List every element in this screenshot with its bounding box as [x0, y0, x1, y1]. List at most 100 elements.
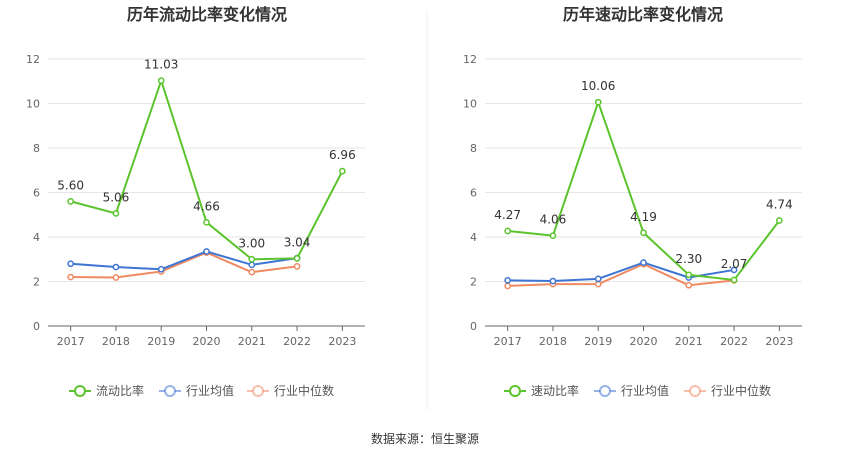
legend-label: 行业均值 — [621, 383, 669, 398]
data-point — [112, 274, 120, 281]
data-label: 4.74 — [766, 198, 793, 212]
data-point — [248, 255, 256, 263]
x-tick-label: 2018 — [102, 335, 130, 348]
y-tick-label: 12 — [463, 53, 477, 66]
y-tick-label: 8 — [33, 142, 40, 155]
data-point — [504, 277, 511, 284]
data-point — [685, 281, 693, 289]
data-point — [504, 282, 511, 290]
x-tick-label: 2017 — [57, 335, 85, 348]
legend-marker-icon — [599, 385, 611, 397]
data-point — [730, 266, 738, 274]
x-tick-label: 2023 — [328, 335, 356, 348]
x-tick-label: 2019 — [147, 335, 175, 348]
legend-item-2: 行业中位数 — [684, 383, 771, 398]
series-line-0 — [507, 101, 781, 281]
data-label: 5.06 — [103, 190, 130, 204]
data-point — [248, 261, 256, 269]
data-point — [594, 275, 602, 283]
data-label: 5.60 — [57, 178, 84, 192]
legend-marker-icon — [252, 385, 264, 397]
x-tick-label: 2017 — [494, 335, 522, 348]
data-point — [730, 276, 738, 284]
data-point — [157, 265, 165, 273]
data-source-note: 数据来源：恒生聚源 — [370, 432, 479, 446]
chart-title: 历年流动比率变化情况 — [127, 5, 287, 24]
data-point — [203, 218, 210, 226]
data-point — [776, 217, 783, 224]
data-label: 4.27 — [494, 208, 521, 222]
legend-marker-icon — [74, 385, 86, 397]
data-label: 2.30 — [675, 252, 702, 266]
data-point — [685, 271, 693, 279]
data-point — [67, 260, 74, 268]
data-label: 2.07 — [721, 257, 748, 271]
series-line-2 — [507, 263, 735, 287]
chart-panel-1: 历年流动比率变化情况 0 2 4 6 8 10 12 2017 2018 2019 2020 2021 2… — [26, 5, 365, 398]
data-label: 10.06 — [581, 79, 615, 93]
y-tick-label: 4 — [33, 231, 40, 244]
data-label: 11.03 — [144, 58, 178, 72]
data-point — [67, 198, 74, 205]
data-label: 3.00 — [238, 236, 265, 250]
y-tick-label: 6 — [470, 187, 477, 200]
legend-item-0: 速动比率 — [504, 383, 579, 398]
data-point — [549, 277, 557, 285]
legend-marker-icon — [509, 385, 521, 397]
x-tick-label: 2019 — [584, 335, 612, 348]
x-tick-label: 2022 — [283, 335, 311, 348]
legend-item-1: 行业均值 — [594, 383, 669, 398]
x-tick-label: 2018 — [539, 335, 567, 348]
x-tick-label: 2020 — [193, 335, 221, 348]
data-label: 4.66 — [193, 199, 220, 213]
legend-item-1: 行业均值 — [159, 383, 234, 398]
x-tick-label: 2021 — [675, 335, 703, 348]
x-tick-label: 2022 — [720, 335, 748, 348]
data-label: 4.19 — [630, 210, 657, 224]
legend-item-0: 流动比率 — [69, 383, 144, 398]
data-point — [339, 167, 346, 175]
data-point — [293, 255, 301, 262]
data-point — [549, 232, 557, 240]
chart-title: 历年速动比率变化情况 — [563, 5, 723, 24]
y-tick-label: 6 — [33, 187, 40, 200]
y-tick-label: 2 — [470, 276, 477, 289]
legend-label: 流动比率 — [96, 383, 144, 398]
data-label: 4.06 — [540, 213, 567, 227]
data-point — [293, 263, 301, 270]
y-tick-label: 2 — [33, 276, 40, 289]
x-tick-label: 2023 — [765, 335, 793, 348]
legend-marker-icon — [689, 385, 701, 397]
data-point — [112, 210, 120, 217]
data-point — [157, 77, 165, 84]
series-line-1 — [70, 250, 298, 271]
y-tick-label: 4 — [470, 231, 477, 244]
data-point — [594, 280, 602, 288]
legend-label: 速动比率 — [531, 383, 579, 398]
y-tick-label: 12 — [26, 53, 40, 66]
legend-label: 行业中位数 — [711, 383, 771, 398]
data-point — [203, 248, 210, 255]
series-line-0 — [70, 79, 344, 261]
y-tick-label: 0 — [470, 320, 477, 333]
legend-item-2: 行业中位数 — [247, 383, 334, 398]
data-label: 3.04 — [284, 235, 311, 249]
y-tick-label: 10 — [26, 98, 40, 111]
data-point — [248, 268, 256, 276]
data-point — [112, 263, 120, 271]
series-line-2 — [70, 251, 298, 279]
y-tick-label: 10 — [463, 98, 477, 111]
legend-label: 行业均值 — [186, 383, 234, 398]
legend-label: 行业中位数 — [274, 383, 334, 398]
data-point — [640, 229, 647, 237]
data-point — [594, 98, 602, 106]
chart-panel-2: 历年速动比率变化情况 0 2 4 6 8 10 12 2017 2018 2019 2020 2021 2… — [463, 5, 802, 398]
data-label: 6.96 — [329, 148, 356, 162]
data-point — [67, 273, 74, 281]
y-tick-label: 8 — [470, 142, 477, 155]
data-point — [504, 227, 511, 235]
x-tick-label: 2020 — [630, 335, 658, 348]
y-tick-label: 0 — [33, 320, 40, 333]
